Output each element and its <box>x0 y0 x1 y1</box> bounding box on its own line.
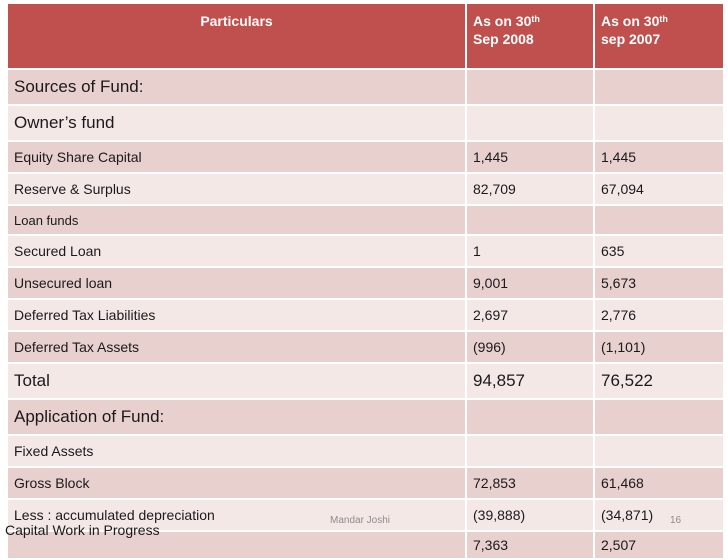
header-sep-2008-sup: th <box>531 14 540 24</box>
row-value-2008: (996) <box>465 330 595 364</box>
header-sep-2007: As on 30th sep 2007 <box>593 2 725 70</box>
header-sep-2008-line2: Sep 2008 <box>473 31 534 47</box>
table-row: Reserve & Surplus 82,709 67,094 <box>6 172 725 206</box>
row-value-2008 <box>465 434 595 468</box>
row-value-2008: 1,445 <box>465 140 595 174</box>
table-row-total: Total 94,857 76,522 <box>6 362 725 400</box>
row-label: Total <box>6 362 467 400</box>
row-value-2007: 5,673 <box>593 266 725 300</box>
row-label: Deferred Tax Assets <box>6 330 467 364</box>
row-value-2007: 2,507 <box>593 530 725 560</box>
row-value-2007 <box>593 68 725 106</box>
header-particulars: Particulars <box>6 2 467 70</box>
row-value-2007: 61,468 <box>593 466 725 500</box>
row-value-2008: 72,853 <box>465 466 595 500</box>
row-value-2007: 635 <box>593 234 725 268</box>
row-value-2008: 82,709 <box>465 172 595 206</box>
slide-number: 16 <box>670 515 682 526</box>
header-sep-2008-line1: As on 30 <box>473 13 532 29</box>
header-sep-2008: As on 30th Sep 2008 <box>465 2 595 70</box>
row-value-2008: (39,888) <box>465 498 595 532</box>
row-value-2007 <box>593 434 725 468</box>
row-value-2007: (34,871) <box>593 498 725 532</box>
row-value-2008 <box>465 398 595 436</box>
row-value-2008 <box>465 204 595 236</box>
row-label: Loan funds <box>6 204 467 236</box>
row-value-2008 <box>465 68 595 106</box>
row-value-2008: 9,001 <box>465 266 595 300</box>
table-row: Deferred Tax Liabilities 2,697 2,776 <box>6 298 725 332</box>
row-label: Application of Fund: <box>6 398 467 436</box>
row-label: Sources of Fund: <box>6 68 467 106</box>
row-value-2007: 1,445 <box>593 140 725 174</box>
footer-author: Mandar Joshi <box>330 515 391 526</box>
table-header-row: Particulars As on 30th Sep 2008 As on 30t… <box>6 2 725 70</box>
header-sep-2007-line1: As on 30 <box>601 13 660 29</box>
table-row: Less : accumulated depreciation (39,888)… <box>6 498 725 532</box>
header-sep-2007-line2: sep 2007 <box>601 31 661 47</box>
row-label: Owner’s fund <box>6 104 467 142</box>
table-row: Owner’s fund <box>6 104 725 142</box>
row-label: Gross Block <box>6 466 467 500</box>
table-row: Application of Fund: <box>6 398 725 436</box>
row-value-2007: 76,522 <box>593 362 725 400</box>
row-value-2007 <box>593 204 725 236</box>
row-value-2007 <box>593 104 725 142</box>
row-label: Less : accumulated depreciation <box>6 498 467 532</box>
table-row: Deferred Tax Assets (996) (1,101) <box>6 330 725 364</box>
balance-sheet-table: Particulars As on 30th Sep 2008 As on 30t… <box>6 2 725 560</box>
row-label: Secured Loan <box>6 234 467 268</box>
row-label: Fixed Assets <box>6 434 467 468</box>
table-row: Equity Share Capital 1,445 1,445 <box>6 140 725 174</box>
row-value-2007: 67,094 <box>593 172 725 206</box>
row-value-2007: (1,101) <box>593 330 725 364</box>
row-value-2007: 2,776 <box>593 298 725 332</box>
row-value-2008: 1 <box>465 234 595 268</box>
row-value-2008 <box>465 104 595 142</box>
table-row: Secured Loan 1 635 <box>6 234 725 268</box>
row-label: Unsecured loan <box>6 266 467 300</box>
row-value-2008: 94,857 <box>465 362 595 400</box>
slide: Particulars As on 30th Sep 2008 As on 30t… <box>5 2 725 560</box>
row-label: Deferred Tax Liabilities <box>6 298 467 332</box>
table-row: Fixed Assets <box>6 434 725 468</box>
table-row: Unsecured loan 9,001 5,673 <box>6 266 725 300</box>
table-row: Loan funds <box>6 204 725 236</box>
header-sep-2007-sup: th <box>659 14 668 24</box>
capital-work-in-progress-label: Capital Work in Progress <box>5 522 160 538</box>
table-row: Sources of Fund: <box>6 68 725 106</box>
row-label: Equity Share Capital <box>6 140 467 174</box>
table-row: Gross Block 72,853 61,468 <box>6 466 725 500</box>
row-value-2008: 2,697 <box>465 298 595 332</box>
row-label: Reserve & Surplus <box>6 172 467 206</box>
row-value-2008: 7,363 <box>465 530 595 560</box>
row-value-2007 <box>593 398 725 436</box>
